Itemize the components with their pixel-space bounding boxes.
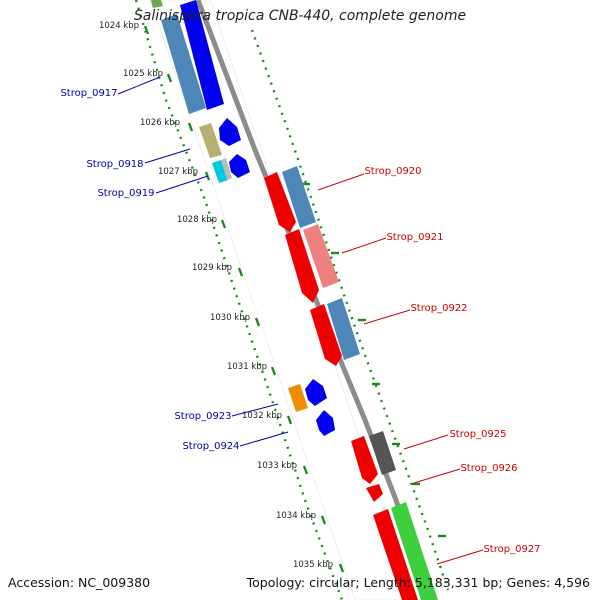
- leader-line-left-2: [155, 175, 209, 194]
- scale-label-11: 1035 kbp: [293, 560, 333, 570]
- cds-block-0920-steelblue: [282, 166, 316, 228]
- cds-arrow-0925-red: [351, 436, 378, 484]
- cds-block-0917-blue: [180, 0, 224, 110]
- cds-block-top-green: [151, 0, 163, 8]
- cds-arrow-0923-blue: [305, 379, 327, 406]
- leader-line-left-0: [117, 76, 161, 95]
- scale-tick-4: [220, 219, 227, 229]
- scale-tick-7: [270, 366, 277, 376]
- gene-label-right-0: Strop_0920: [364, 166, 421, 177]
- scale-tick-11: [338, 563, 345, 573]
- gene-label-right-1: Strop_0921: [386, 232, 443, 243]
- cds-arrow-0926-red: [366, 484, 383, 502]
- cds-block-0923-orange: [288, 384, 308, 412]
- scale-label-1: 1025 kbp: [123, 69, 163, 79]
- topology-summary: Topology: circular; Length: 5,183,331 bp…: [246, 575, 590, 590]
- leader-line-left-3: [231, 403, 279, 417]
- cds-block-0927-green: [391, 502, 438, 600]
- gene-label-left-2: Strop_0919: [97, 188, 154, 199]
- leader-line-right-1: [341, 237, 387, 254]
- scale-label-0: 1024 kbp: [99, 21, 139, 31]
- cds-arrow-0922-red: [310, 304, 342, 366]
- leader-line-right-5: [436, 549, 484, 565]
- gene-label-left-4: Strop_0924: [182, 441, 239, 452]
- scale-tick-1: [166, 73, 173, 83]
- cds-arrow-0919-blue: [229, 154, 250, 178]
- accession-text: Accession: NC_009380: [8, 575, 151, 590]
- scale-tick-2: [187, 122, 194, 132]
- gene-label-right-2: Strop_0922: [410, 303, 467, 314]
- leader-line-right-2: [363, 309, 411, 325]
- gene-features: [149, 0, 438, 600]
- gene-label-left-1: Strop_0918: [86, 159, 143, 170]
- scale-label-10: 1034 kbp: [276, 511, 316, 521]
- cds-arrow-0924-blue: [316, 410, 335, 436]
- scale-tick-0: [143, 25, 150, 35]
- leader-line-right-0: [317, 173, 365, 191]
- leader-line-right-3: [403, 434, 449, 450]
- cds-block-0918-olive: [199, 123, 222, 158]
- cds-block-0921-pink: [303, 224, 339, 288]
- scale-label-8: 1032 kbp: [242, 411, 282, 421]
- scale-tick-8: [286, 415, 293, 425]
- cds-block-0919-small: [221, 158, 232, 180]
- gene-label-left-0: Strop_0917: [60, 88, 117, 99]
- label-lines: [117, 76, 484, 565]
- scale-label-4: 1028 kbp: [177, 215, 217, 225]
- gene-label-right-5: Strop_0927: [483, 544, 540, 555]
- scale-label-6: 1030 kbp: [210, 313, 250, 323]
- scale-label-7: 1031 kbp: [227, 362, 267, 372]
- cds-block-0927-red: [373, 509, 418, 600]
- scale-label-5: 1029 kbp: [192, 263, 232, 273]
- gene-label-right-4: Strop_0926: [460, 463, 517, 474]
- cds-block-0919-cyan: [212, 160, 228, 183]
- scale-tick-6: [254, 317, 261, 327]
- text-labels: 1024 kbp 1025 kbp 1026 kbp 1027 kbp 1028 kbp…: [60, 21, 540, 570]
- leader-line-left-1: [144, 148, 191, 164]
- scale-ticks: [134, 0, 450, 600]
- scale-label-3: 1027 kbp: [158, 167, 198, 177]
- scale-label-9: 1033 kbp: [257, 461, 297, 471]
- genome-title: Salinispora tropica CNB-440, complete ge…: [133, 8, 467, 24]
- gene-label-left-3: Strop_0923: [174, 411, 231, 422]
- left-tick-track: [134, 0, 344, 600]
- cds-block-0917-steelblue: [161, 14, 206, 114]
- cds-arrow-0921-red: [285, 229, 319, 303]
- scale-tick-9: [302, 465, 309, 475]
- leader-line-right-4: [413, 468, 461, 484]
- cds-block-0925-gray: [369, 431, 396, 475]
- cds-arrow-0918-blue: [219, 118, 241, 146]
- cds-arrow-0920-red: [264, 172, 296, 232]
- scale-tick-10: [320, 515, 327, 525]
- leader-line-left-4: [239, 431, 289, 447]
- gene-label-right-3: Strop_0925: [449, 429, 506, 440]
- cds-block-0922-steelblue: [327, 298, 360, 360]
- scale-tick-5: [237, 267, 244, 277]
- scale-label-2: 1026 kbp: [140, 118, 180, 128]
